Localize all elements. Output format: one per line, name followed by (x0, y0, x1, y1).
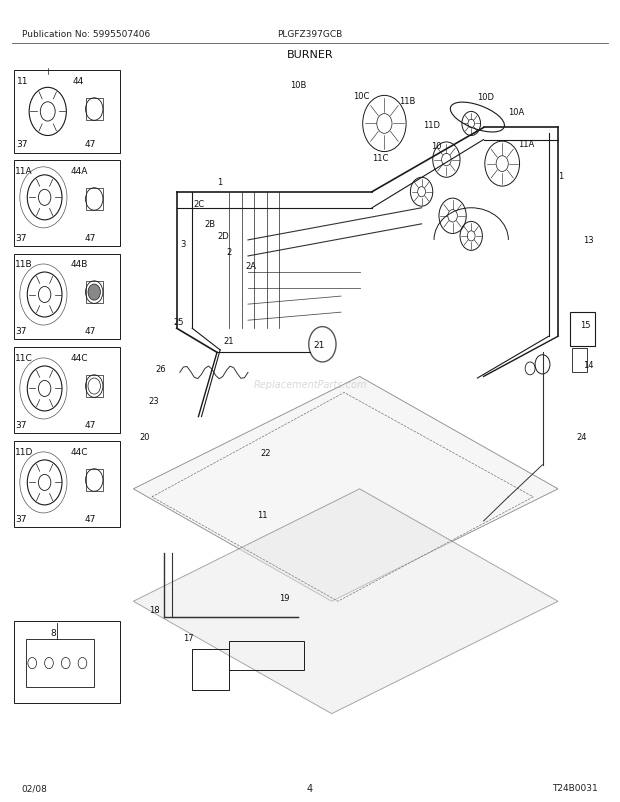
Text: 47: 47 (85, 514, 96, 524)
Text: 1: 1 (558, 172, 563, 181)
Text: 47: 47 (85, 140, 96, 149)
Text: 11A: 11A (15, 167, 32, 176)
Text: 2D: 2D (217, 232, 229, 241)
Bar (14, 254, 120, 339)
Bar (570, 313, 595, 346)
Text: 11B: 11B (15, 260, 32, 269)
Text: 21: 21 (313, 340, 324, 350)
Bar (229, 642, 304, 670)
Text: BURNER: BURNER (286, 50, 334, 59)
Text: T24B0031: T24B0031 (552, 783, 598, 792)
Text: 13: 13 (583, 236, 593, 245)
Text: 10D: 10D (477, 93, 494, 103)
Text: 18: 18 (149, 605, 159, 614)
Text: Publication No: 5995507406: Publication No: 5995507406 (22, 30, 150, 39)
Text: 26: 26 (155, 364, 166, 374)
Text: 11: 11 (17, 76, 29, 86)
Text: 22: 22 (260, 448, 271, 458)
Text: 2C: 2C (193, 200, 205, 209)
Text: 11C: 11C (15, 353, 33, 363)
Bar (14, 622, 120, 703)
Text: 25: 25 (174, 318, 184, 327)
Text: 10: 10 (431, 141, 441, 151)
Text: 37: 37 (15, 233, 27, 243)
Text: 2B: 2B (205, 220, 216, 229)
Text: 37: 37 (15, 514, 27, 524)
Bar (86, 282, 103, 304)
Text: 11D: 11D (423, 120, 440, 130)
Text: 17: 17 (183, 633, 193, 642)
Text: 2A: 2A (245, 261, 256, 271)
Text: 47: 47 (85, 420, 96, 430)
Text: 10B: 10B (290, 81, 306, 91)
Polygon shape (133, 377, 558, 602)
Bar (14, 71, 120, 154)
Text: 37: 37 (15, 420, 27, 430)
Text: 20: 20 (140, 432, 150, 442)
Text: 37: 37 (17, 140, 29, 149)
Bar (14, 441, 120, 527)
Bar (192, 650, 229, 690)
Text: 44B: 44B (71, 260, 88, 269)
Text: 02/08: 02/08 (22, 783, 48, 792)
Text: 47: 47 (85, 233, 96, 243)
Bar (26, 639, 94, 687)
Text: 23: 23 (149, 396, 159, 406)
Text: 8: 8 (51, 628, 56, 638)
Text: 44: 44 (73, 76, 84, 86)
Bar (86, 469, 103, 492)
Text: 44A: 44A (71, 167, 88, 176)
Circle shape (88, 285, 100, 301)
Text: 21: 21 (223, 336, 234, 346)
Text: 15: 15 (580, 320, 590, 330)
Text: PLGFZ397GCB: PLGFZ397GCB (277, 30, 343, 39)
Bar (86, 99, 103, 121)
Text: 3: 3 (180, 240, 185, 249)
Text: 24: 24 (577, 432, 587, 442)
Text: 11B: 11B (399, 97, 415, 107)
Text: 11A: 11A (518, 140, 534, 149)
Bar (86, 375, 103, 398)
Text: 11: 11 (257, 510, 268, 520)
Bar (86, 188, 103, 211)
Bar (14, 161, 120, 246)
Text: 11C: 11C (372, 154, 388, 164)
Text: 4: 4 (307, 783, 313, 792)
Text: 19: 19 (279, 593, 290, 602)
Text: 10A: 10A (508, 107, 525, 117)
Polygon shape (133, 489, 558, 714)
Bar (14, 347, 120, 433)
Text: 1: 1 (217, 177, 222, 187)
Text: 44C: 44C (71, 353, 88, 363)
Text: 37: 37 (15, 326, 27, 336)
Text: 44C: 44C (71, 447, 88, 456)
Text: 10C: 10C (353, 91, 370, 101)
Text: 14: 14 (583, 360, 593, 370)
Text: 11D: 11D (15, 447, 33, 456)
Text: ReplacementParts.com: ReplacementParts.com (253, 380, 367, 390)
Text: 2: 2 (226, 248, 231, 257)
Text: 47: 47 (85, 326, 96, 336)
Bar (572, 349, 587, 373)
